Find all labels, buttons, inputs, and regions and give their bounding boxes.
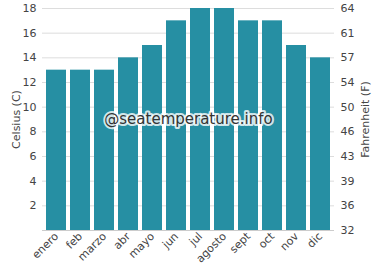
svg-text:oct: oct bbox=[256, 229, 278, 251]
svg-text:39: 39 bbox=[341, 175, 355, 188]
svg-text:6: 6 bbox=[30, 150, 37, 163]
svg-text:18: 18 bbox=[23, 2, 37, 15]
svg-text:enero: enero bbox=[30, 230, 62, 262]
svg-text:64: 64 bbox=[341, 2, 355, 15]
svg-text:36: 36 bbox=[341, 199, 355, 212]
svg-text:8: 8 bbox=[30, 125, 37, 138]
svg-text:61: 61 bbox=[341, 27, 355, 40]
svg-text:jul: jul bbox=[186, 229, 206, 249]
svg-text:dic: dic bbox=[305, 230, 326, 251]
svg-text:16: 16 bbox=[23, 27, 37, 40]
svg-text:@seatemperature.info: @seatemperature.info bbox=[104, 110, 272, 128]
svg-text:4: 4 bbox=[30, 175, 37, 188]
svg-text:54: 54 bbox=[341, 76, 355, 89]
svg-text:57: 57 bbox=[341, 51, 355, 64]
svg-text:marzo: marzo bbox=[76, 230, 110, 264]
svg-text:mayo: mayo bbox=[126, 230, 157, 261]
svg-text:sept: sept bbox=[227, 229, 254, 256]
svg-text:Fahrenheit (F): Fahrenheit (F) bbox=[359, 81, 372, 158]
svg-text:jun: jun bbox=[159, 230, 181, 252]
svg-text:10: 10 bbox=[23, 101, 37, 114]
svg-text:agosto: agosto bbox=[194, 230, 230, 266]
svg-text:43: 43 bbox=[341, 150, 355, 163]
svg-text:50: 50 bbox=[341, 101, 355, 114]
svg-text:14: 14 bbox=[23, 51, 37, 64]
svg-text:2: 2 bbox=[30, 199, 37, 212]
svg-text:46: 46 bbox=[341, 125, 355, 138]
svg-text:Celsius (C): Celsius (C) bbox=[10, 90, 23, 149]
svg-text:abr: abr bbox=[111, 229, 134, 252]
svg-text:12: 12 bbox=[23, 76, 37, 89]
svg-text:32: 32 bbox=[341, 224, 355, 237]
svg-text:nov: nov bbox=[278, 230, 302, 254]
svg-text:feb: feb bbox=[63, 229, 86, 252]
